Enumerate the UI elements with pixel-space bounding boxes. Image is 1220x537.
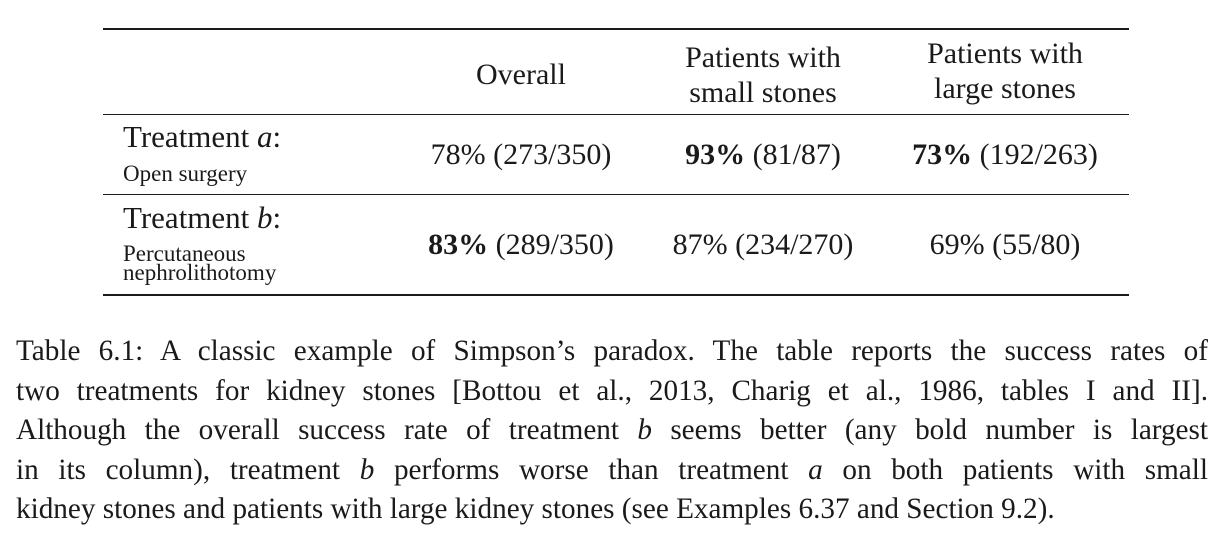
- row-a-overall-pct: 78%: [430, 138, 486, 171]
- row-b-overall: 83% (289/350): [401, 228, 641, 262]
- row-b-large-pct: 69%: [929, 228, 985, 261]
- row-a-label-suffix: :: [272, 119, 282, 154]
- row-a-large: 73% (192/263): [885, 138, 1125, 172]
- row-a-label-prefix: Treatment: [123, 119, 258, 154]
- row-a-overall-frac: (273/350): [485, 138, 612, 171]
- caption-line-3-text-a: Although the overall success rate of tre…: [16, 414, 638, 446]
- row-a-small-pct: 93%: [685, 138, 746, 171]
- row-b-label-letter: b: [257, 200, 273, 235]
- caption-line-3-letter-b: b: [637, 414, 652, 446]
- row-b-large: 69% (55/80): [885, 228, 1125, 262]
- table-caption: Table 6.1: A classic example of Simpson’…: [16, 332, 1208, 530]
- row-b-overall-frac: (289/350): [488, 228, 614, 261]
- header-small-stones-line1: Patients with: [685, 41, 841, 74]
- row-b-label-prefix: Treatment: [123, 200, 258, 235]
- row-a-large-frac: (192/263): [972, 138, 1098, 171]
- header-large-stones-line2: large stones: [934, 72, 1076, 105]
- caption-line-4-text-c: on both patients with small: [822, 453, 1208, 486]
- table-top-rule: [103, 28, 1129, 30]
- caption-line-4-text-b: performs worse than treatment: [374, 453, 809, 486]
- row-a-small-frac: (81/87): [745, 138, 841, 171]
- row-a-label: Treatment a:: [123, 120, 281, 154]
- row-a-label-letter: a: [257, 119, 273, 154]
- row-a-small: 93% (81/87): [643, 138, 883, 172]
- row-b-label: Treatment b:: [123, 201, 281, 235]
- caption-line-2-text: two treatments for kidney stones [Bottou…: [16, 374, 1208, 407]
- caption-line-5: kidney stones and patients with large ki…: [16, 490, 1208, 530]
- header-rule: [103, 114, 1129, 115]
- caption-line-5-text: kidney stones and patients with large ki…: [16, 493, 1055, 525]
- caption-line-4: in its column), treatment b performs wor…: [16, 451, 1208, 491]
- header-small-stones-line2: small stones: [689, 76, 837, 109]
- row-b-sublabel-line2: nephrolithotomy: [123, 260, 277, 285]
- header-large-stones-line1: Patients with: [927, 37, 1083, 70]
- row-b-small: 87% (234/270): [643, 228, 883, 262]
- row-b-sublabel-line1: Percutaneous: [123, 241, 246, 266]
- row-b-overall-pct: 83%: [428, 228, 489, 261]
- header-large-stones: Patients with large stones: [885, 36, 1125, 106]
- row-b-small-pct: 87%: [672, 228, 728, 261]
- caption-line-1-text: Table 6.1: A classic example of Simpson’…: [16, 335, 1208, 367]
- caption-line-4-letter-b: b: [359, 453, 375, 486]
- row-a-overall: 78% (273/350): [401, 138, 641, 172]
- table-bottom-rule: [103, 294, 1129, 296]
- row-b-large-frac: (55/80): [984, 228, 1081, 261]
- row-a-sublabel: Open surgery: [123, 161, 248, 186]
- row-b-small-frac: (234/270): [727, 228, 854, 261]
- row-divider: [103, 194, 1129, 195]
- caption-line-3: Although the overall success rate of tre…: [16, 411, 1208, 451]
- caption-line-2: two treatments for kidney stones [Bottou…: [16, 372, 1208, 412]
- caption-line-1: Table 6.1: A classic example of Simpson’…: [16, 332, 1208, 372]
- header-overall: Overall: [476, 58, 566, 91]
- row-b-label-suffix: :: [272, 200, 282, 235]
- caption-line-3-text-b: seems better (any bold number is largest: [651, 414, 1208, 446]
- caption-line-4-letter-a: a: [808, 453, 823, 486]
- header-small-stones: Patients with small stones: [643, 40, 883, 110]
- row-a-large-pct: 73%: [912, 138, 973, 171]
- caption-line-4-text-a: in its column), treatment: [16, 453, 360, 486]
